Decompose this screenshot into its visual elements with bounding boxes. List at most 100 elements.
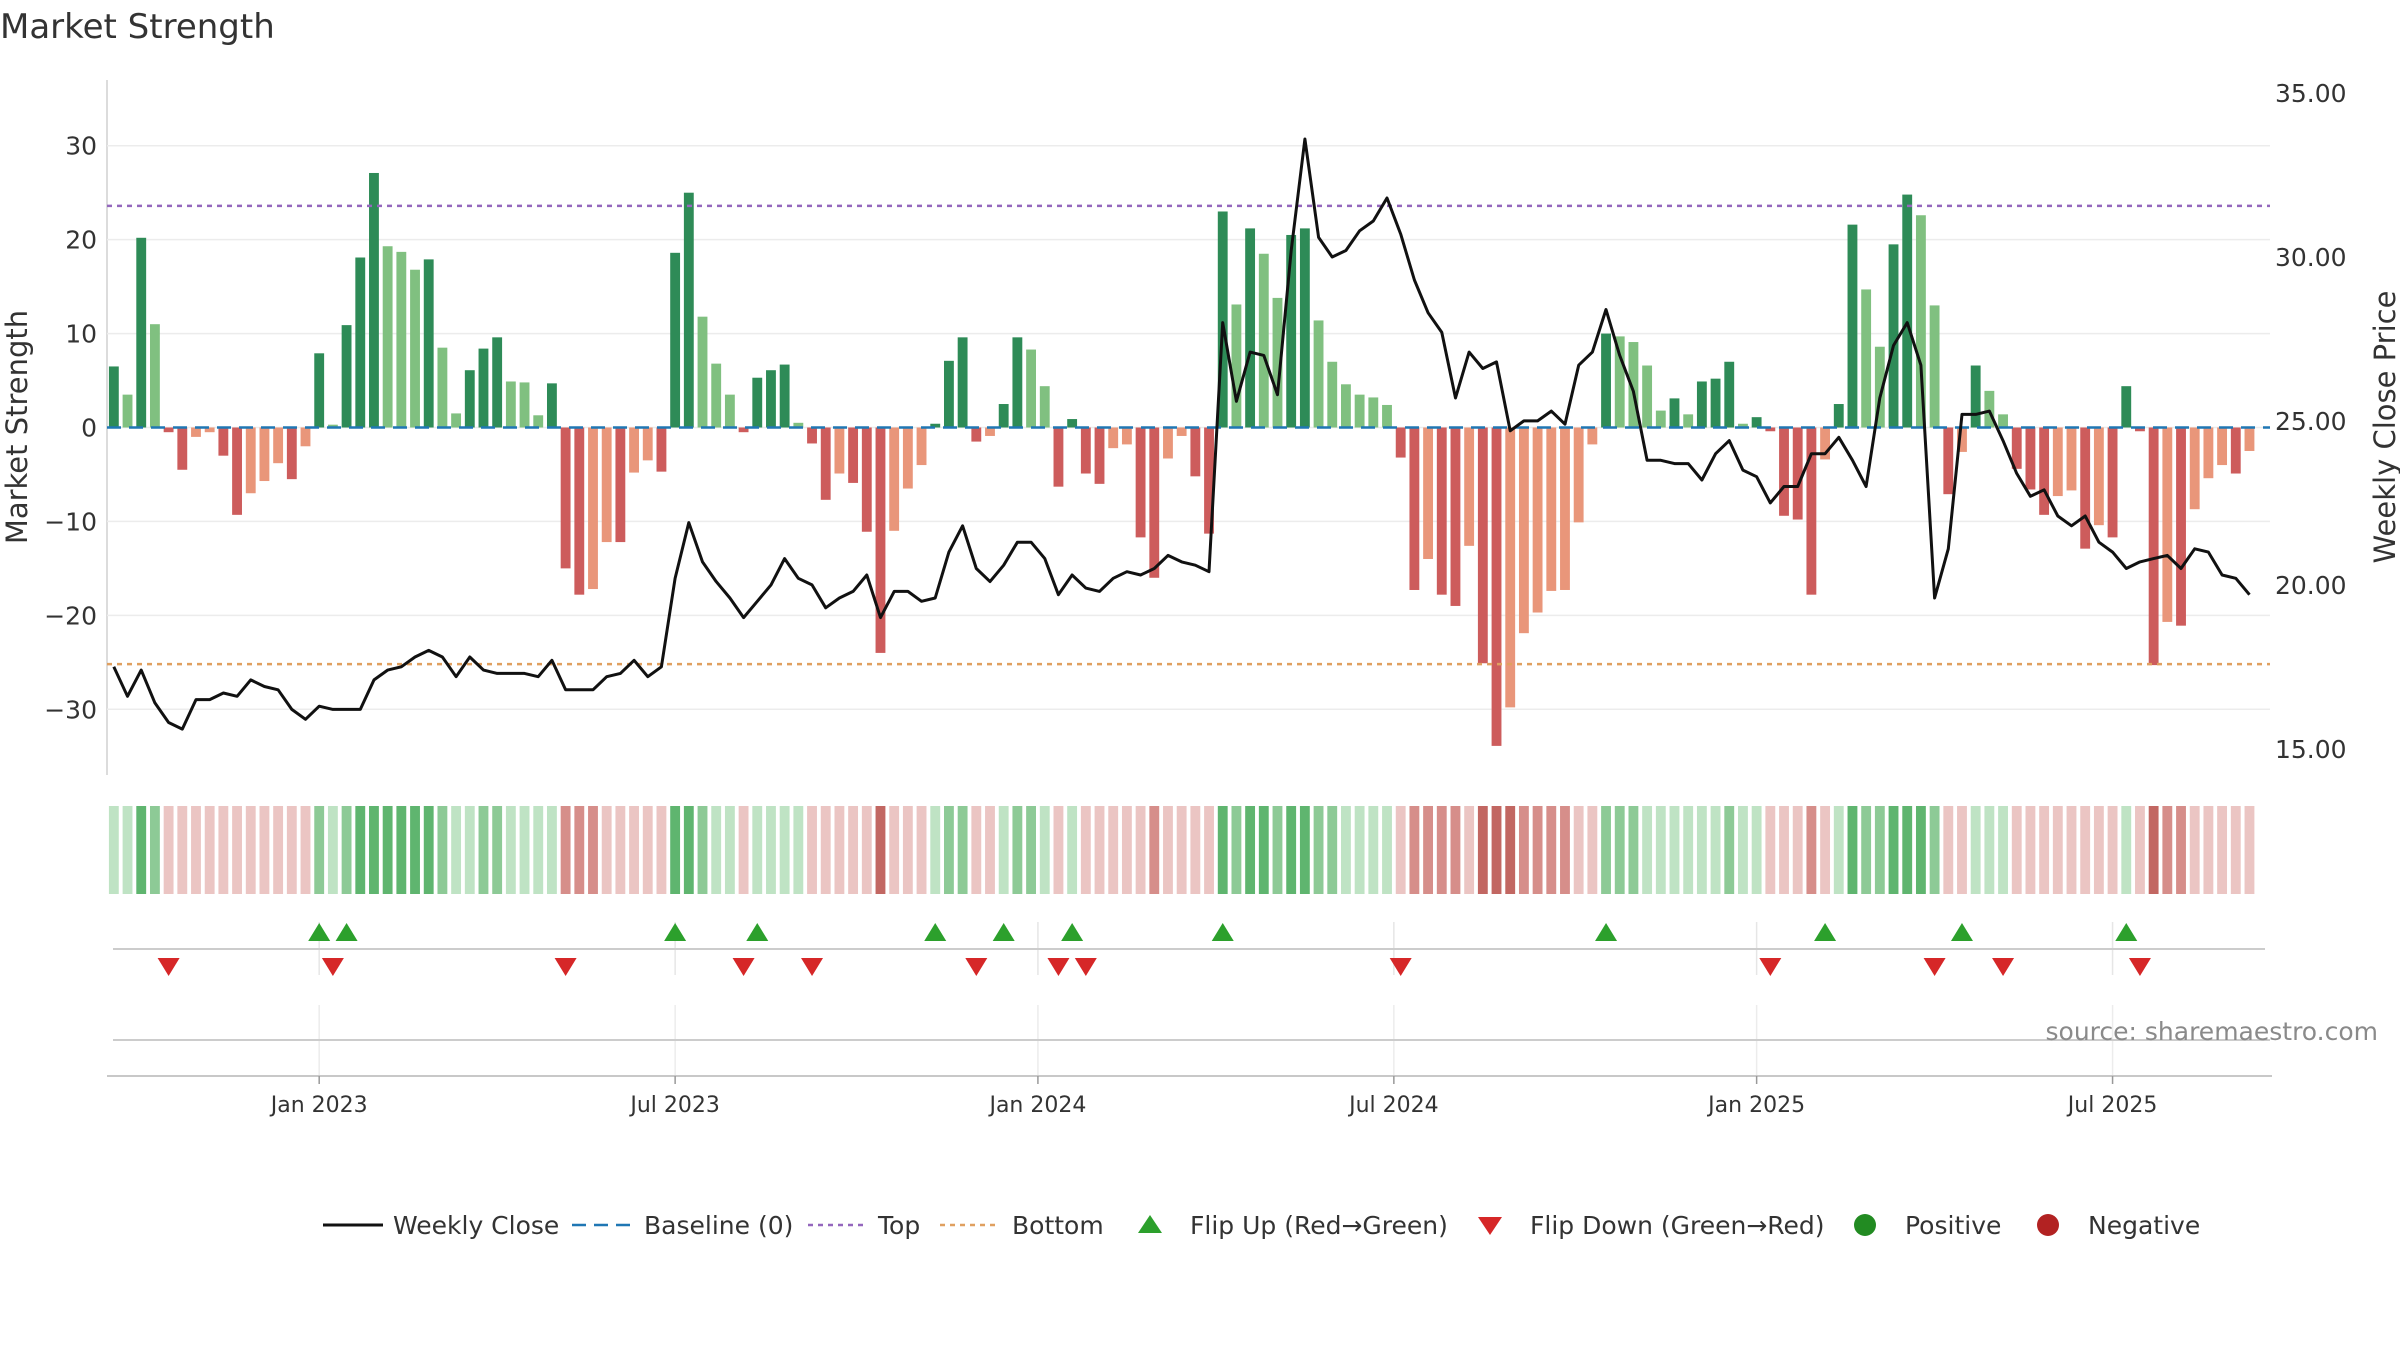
heat-cell — [300, 806, 311, 894]
strength-bar — [985, 427, 995, 436]
strength-bar — [355, 257, 366, 428]
strength-bar — [724, 394, 735, 428]
heat-cell — [1039, 806, 1050, 894]
strength-bar — [2189, 427, 2200, 510]
strength-bar — [670, 252, 681, 428]
strength-bar — [396, 251, 407, 428]
heat-cell — [286, 806, 297, 894]
flip-up-markers — [308, 923, 2138, 941]
strength-bar — [820, 427, 831, 500]
strength-bar — [1464, 427, 1475, 546]
left-tick-label: −10 — [44, 507, 97, 536]
strength-bar — [191, 427, 201, 437]
heat-cell — [1806, 806, 1817, 894]
strength-bar — [314, 353, 325, 428]
heat-cell — [327, 806, 338, 894]
strength-bar — [437, 347, 448, 428]
strength-bar — [1053, 427, 1064, 487]
strength-bar — [861, 427, 872, 532]
legend: Weekly Close Baseline (0) Top Bottom Flip Up… — [323, 1211, 2200, 1240]
strength-bar — [1765, 427, 1776, 432]
right-tick-label: 25.00 — [2275, 407, 2347, 436]
heat-cell — [1669, 806, 1680, 894]
heat-cell — [642, 806, 653, 894]
strength-bar — [2203, 427, 2214, 479]
heat-cell — [560, 806, 571, 894]
heat-cell — [724, 806, 735, 894]
strength-bar — [1970, 365, 1981, 428]
flip-up-marker — [1061, 923, 1084, 941]
strength-bar — [1587, 427, 1598, 445]
heat-cell — [1696, 806, 1707, 894]
source-label: source: sharemaestro.com — [2046, 1017, 2379, 1046]
strength-bar — [1888, 244, 1899, 428]
strength-bar — [1998, 414, 2008, 428]
strength-bar — [464, 370, 475, 428]
flip-up-marker — [1814, 923, 1837, 941]
strength-bar — [875, 427, 886, 653]
heat-cell — [629, 806, 639, 894]
heat-cell — [1655, 806, 1666, 894]
strength-bar — [1382, 404, 1392, 428]
heat-cell — [1765, 806, 1776, 894]
strength-bar — [683, 192, 694, 428]
heat-cell — [505, 806, 516, 894]
heat-cell — [1053, 806, 1064, 894]
right-tick-label: 30.00 — [2275, 243, 2347, 272]
strength-bar — [136, 237, 147, 428]
left-tick-label: 10 — [65, 320, 97, 349]
flip-up-marker — [746, 923, 769, 941]
strength-bar — [478, 348, 489, 428]
heat-cell — [1683, 806, 1694, 894]
heat-cell — [1518, 806, 1529, 894]
flip-down-marker — [801, 958, 824, 976]
heat-cell — [1874, 806, 1885, 894]
strength-bar — [1436, 427, 1447, 595]
heat-cell — [1792, 806, 1803, 894]
heat-cell — [1299, 806, 1310, 894]
strength-bar — [451, 413, 462, 428]
strength-bar — [560, 427, 571, 569]
strength-bar — [1683, 414, 1694, 428]
heat-cell — [108, 806, 119, 894]
x-tick-label: Jul 2023 — [628, 1093, 720, 1118]
heat-cell — [1464, 806, 1475, 894]
strength-bar — [601, 427, 612, 543]
heat-cell — [149, 806, 160, 894]
strength-bar — [2148, 427, 2159, 666]
heat-cell — [423, 806, 434, 894]
strength-bar — [2025, 427, 2036, 490]
strength-bar — [1943, 427, 1954, 495]
heat-cell — [314, 806, 325, 894]
heat-cell — [1354, 806, 1365, 894]
flip-down-marker — [2128, 958, 2151, 976]
flip-down-marker — [1923, 958, 1946, 976]
strength-bar — [1710, 378, 1721, 428]
strength-bar — [300, 427, 311, 447]
heat-cell — [519, 806, 530, 894]
strength-bar — [2135, 427, 2145, 432]
heat-cell — [1751, 806, 1762, 894]
x-tick-label: Jan 2025 — [1706, 1093, 1805, 1118]
strength-bar — [2230, 427, 2241, 474]
strength-bar — [218, 427, 229, 456]
heat-cell — [793, 806, 804, 894]
heat-cell — [1546, 806, 1557, 894]
heat-cell — [2244, 806, 2255, 894]
legend-label: Flip Down (Green→Red) — [1530, 1211, 1825, 1240]
strength-bar — [1423, 427, 1434, 559]
strength-bar — [2066, 427, 2077, 491]
heat-cell — [136, 806, 147, 894]
heat-cell — [1094, 806, 1105, 894]
legend-swatch-flip-down — [1478, 1217, 1502, 1235]
strength-bar — [327, 424, 338, 428]
heat-cell — [2039, 806, 2050, 894]
strength-bar — [149, 324, 160, 428]
strength-bar — [1957, 427, 1967, 452]
strength-bar — [423, 259, 434, 428]
heat-cell — [245, 806, 256, 894]
heat-cell — [1423, 806, 1434, 894]
heat-cell — [697, 806, 708, 894]
heat-cell — [861, 806, 872, 894]
flip-down-marker — [554, 958, 577, 976]
